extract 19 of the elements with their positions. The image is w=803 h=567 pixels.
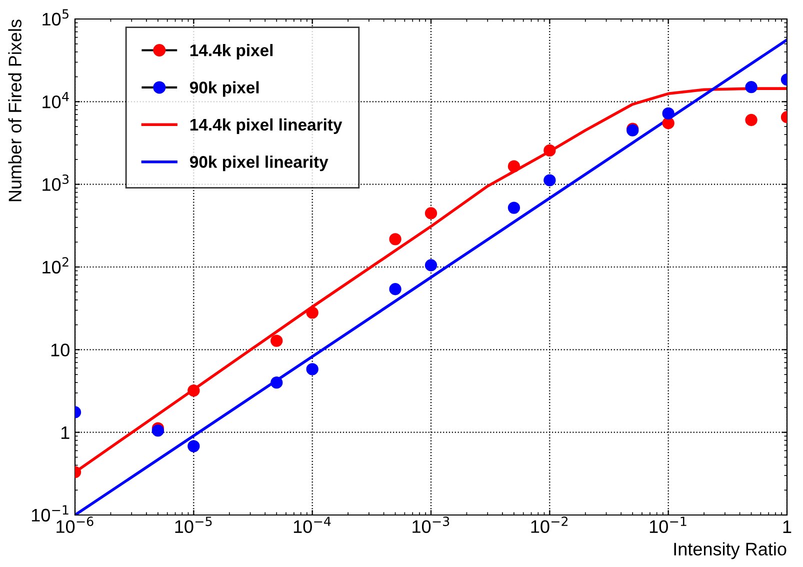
y-tick-label: 10$^{3}$ xyxy=(42,174,69,191)
x-tick-label: 10$^{−4}$ xyxy=(294,516,331,533)
y-tick-label: 1 xyxy=(61,426,70,439)
legend-label: 14.4k pixel xyxy=(190,44,273,60)
x-tick-label: 10$^{−3}$ xyxy=(412,516,450,533)
y-tick-label: 10 xyxy=(51,344,70,356)
x-tick-label: 10$^{−5}$ xyxy=(175,516,212,533)
y-tick-label: 10$^{2}$ xyxy=(42,257,68,274)
x-tick-label: 10$^{−6}$ xyxy=(56,516,94,533)
x-tick-label: 1 xyxy=(783,520,792,533)
y-tick-label: 10$^{4}$ xyxy=(42,92,69,108)
legend-label: 14.4k pixel linearity xyxy=(190,118,342,134)
x-tick-label: 10$^{−2}$ xyxy=(531,516,568,533)
legend-label: 90k pixel linearity xyxy=(190,156,328,172)
x-tick-label: 10$^{−1}$ xyxy=(650,516,686,533)
y-axis-title: Number of Fired Pixels xyxy=(8,20,22,202)
y-tick-label: 10$^{5}$ xyxy=(42,9,68,26)
x-axis-title: Intensity Ratio xyxy=(674,542,786,560)
legend-label: 90k pixel xyxy=(190,81,259,97)
